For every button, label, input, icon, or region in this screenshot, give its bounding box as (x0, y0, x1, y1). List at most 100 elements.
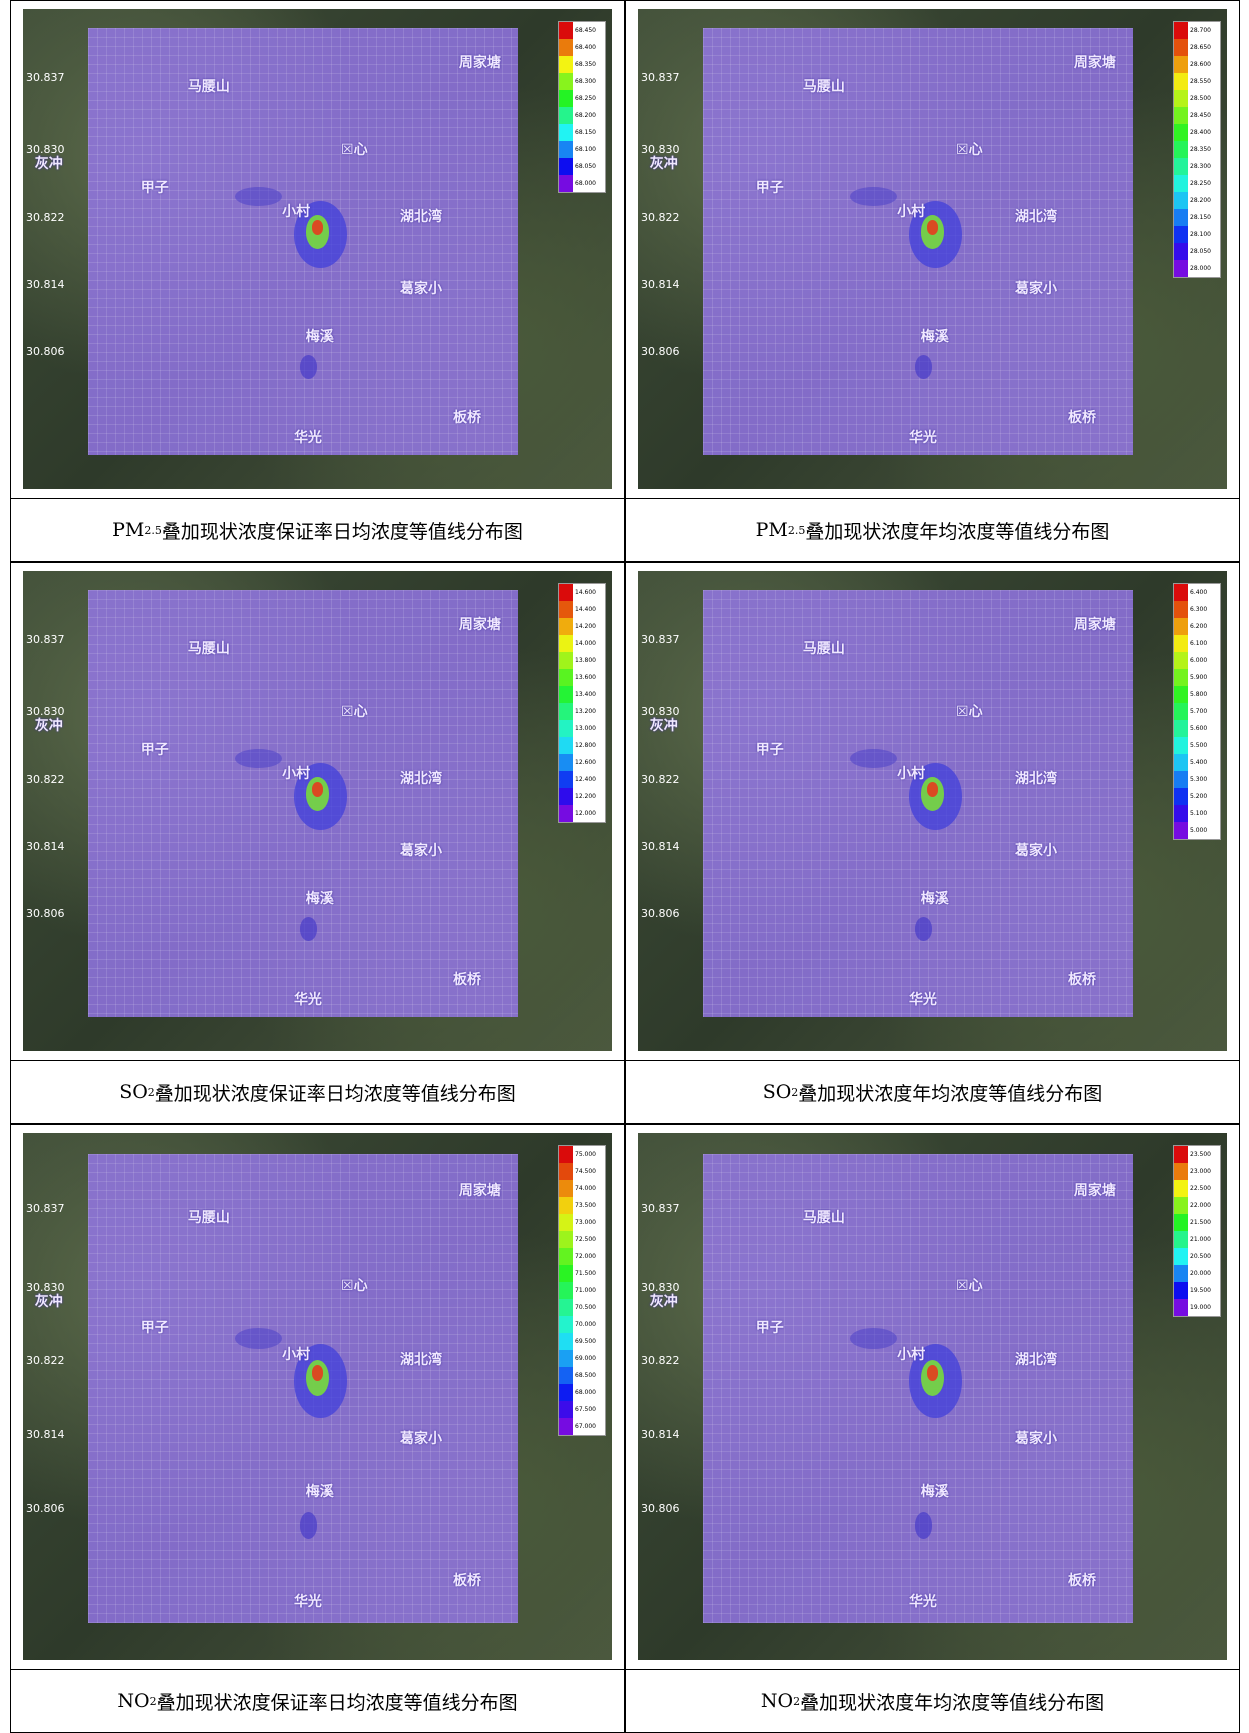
latitude-label: 30.822 (641, 211, 680, 224)
legend-row: 5.600 (1174, 720, 1220, 737)
legend-label: 22.500 (1188, 1185, 1211, 1192)
legend-swatch (559, 1231, 573, 1248)
contour-blob (915, 917, 933, 941)
place-label: ☒心 (341, 139, 368, 159)
legend-label: 67.500 (573, 1406, 596, 1413)
color-legend: 75.00074.50074.00073.50073.00072.50072.0… (558, 1145, 606, 1436)
legend-swatch (559, 124, 573, 141)
legend-row: 28.700 (1174, 22, 1220, 39)
legend-row: 68.150 (559, 124, 605, 141)
place-label: 甲子 (756, 1317, 784, 1337)
caption: PM2.5叠加现状浓度保证率日均浓度等值线分布图 (11, 498, 624, 561)
place-label: 甲子 (141, 177, 169, 197)
latitude-label: 30.822 (641, 1354, 680, 1367)
place-label: ☒心 (956, 1275, 983, 1295)
latitude-label: 30.814 (641, 278, 680, 291)
legend-label: 6.000 (1188, 657, 1207, 664)
legend-row: 13.800 (559, 652, 605, 669)
legend-row: 20.500 (1174, 1248, 1220, 1265)
caption-text: 叠加现状浓度保证率日均浓度等值线分布图 (155, 1079, 516, 1106)
legend-swatch (1174, 1180, 1188, 1197)
place-label: 板桥 (453, 969, 481, 989)
latitude-label: 30.837 (26, 1202, 65, 1215)
latitude-label: 30.806 (641, 907, 680, 920)
legend-row: 5.900 (1174, 669, 1220, 686)
place-label: 葛家小 (1015, 278, 1057, 298)
legend-label: 68.500 (573, 1372, 596, 1379)
legend-row: 73.000 (559, 1214, 605, 1231)
legend-label: 28.050 (1188, 248, 1211, 255)
legend-swatch (559, 754, 573, 771)
legend-swatch (1174, 1163, 1188, 1180)
place-label: 板桥 (1068, 407, 1096, 427)
legend-swatch (559, 141, 573, 158)
legend-row: 5.100 (1174, 805, 1220, 822)
legend-label: 5.600 (1188, 725, 1207, 732)
latitude-label: 30.837 (641, 633, 680, 646)
legend-label: 68.050 (573, 163, 596, 170)
contour-blob (927, 782, 939, 796)
legend-row: 68.400 (559, 39, 605, 56)
latitude-label: 30.830 (641, 1281, 680, 1294)
legend-label: 28.450 (1188, 112, 1211, 119)
legend-row: 28.000 (1174, 260, 1220, 277)
caption: SO2叠加现状浓度保证率日均浓度等值线分布图 (11, 1060, 624, 1123)
place-label: 板桥 (453, 407, 481, 427)
legend-label: 5.900 (1188, 674, 1207, 681)
place-label: 葛家小 (400, 278, 442, 298)
contour-blob (312, 220, 324, 234)
legend-swatch (1174, 124, 1188, 141)
legend-row: 67.500 (559, 1401, 605, 1418)
legend-swatch (1174, 737, 1188, 754)
legend-row: 28.650 (1174, 39, 1220, 56)
place-label: 湖北湾 (400, 768, 442, 788)
place-label: 葛家小 (1015, 1428, 1057, 1448)
legend-label: 19.500 (1188, 1287, 1211, 1294)
place-label: 周家塘 (1074, 1180, 1116, 1200)
legend-swatch (1174, 209, 1188, 226)
legend-swatch (1174, 669, 1188, 686)
legend-row: 70.000 (559, 1316, 605, 1333)
legend-swatch (559, 1350, 573, 1367)
place-label: 湖北湾 (1015, 1349, 1057, 1369)
latitude-label: 30.830 (26, 143, 65, 156)
caption: NO2叠加现状浓度保证率日均浓度等值线分布图 (11, 1669, 624, 1732)
legend-row: 71.500 (559, 1265, 605, 1282)
legend-row: 68.000 (559, 175, 605, 192)
place-label: 灰冲 (35, 1291, 63, 1311)
latitude-label: 30.814 (641, 1428, 680, 1441)
color-legend: 6.4006.3006.2006.1006.0005.9005.8005.700… (1173, 583, 1221, 840)
contour-blob (915, 355, 933, 379)
place-label: 梅溪 (306, 888, 334, 908)
legend-label: 6.100 (1188, 640, 1207, 647)
legend-label: 68.150 (573, 129, 596, 136)
legend-row: 28.500 (1174, 90, 1220, 107)
legend-swatch (1174, 73, 1188, 90)
legend-swatch (1174, 141, 1188, 158)
place-label: 马腰山 (803, 638, 845, 658)
legend-label: 21.000 (1188, 1236, 1211, 1243)
legend-swatch (1174, 1231, 1188, 1248)
latitude-label: 30.837 (641, 1202, 680, 1215)
place-label: 周家塘 (459, 614, 501, 634)
legend-label: 5.500 (1188, 742, 1207, 749)
latitude-label: 30.814 (26, 278, 65, 291)
legend-row: 28.450 (1174, 107, 1220, 124)
legend-label: 28.100 (1188, 231, 1211, 238)
latitude-label: 30.822 (26, 1354, 65, 1367)
legend-row: 5.000 (1174, 822, 1220, 839)
legend-swatch (559, 73, 573, 90)
legend-label: 68.000 (573, 1389, 596, 1396)
legend-label: 28.350 (1188, 146, 1211, 153)
legend-row: 23.000 (1174, 1163, 1220, 1180)
legend-row: 71.000 (559, 1282, 605, 1299)
legend-swatch (559, 175, 573, 192)
legend-swatch (1174, 1248, 1188, 1265)
legend-row: 28.400 (1174, 124, 1220, 141)
legend-row: 74.500 (559, 1163, 605, 1180)
latitude-label: 30.822 (26, 773, 65, 786)
contour-blob (300, 917, 318, 941)
latitude-label: 30.830 (26, 1281, 65, 1294)
